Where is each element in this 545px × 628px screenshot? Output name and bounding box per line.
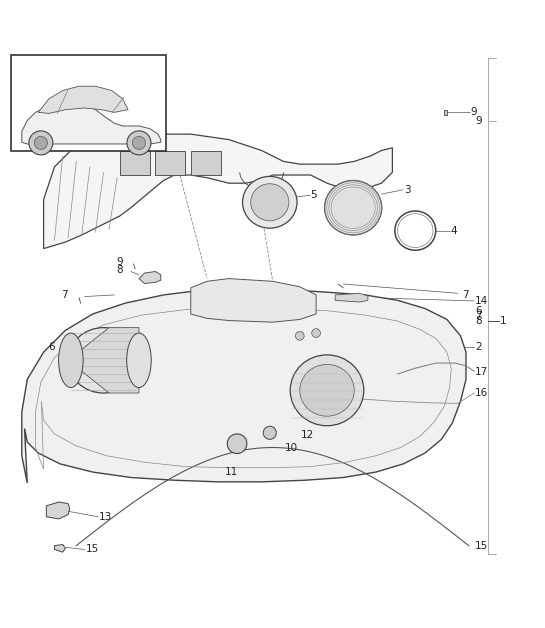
Ellipse shape <box>68 328 139 393</box>
Circle shape <box>227 434 247 453</box>
Polygon shape <box>191 279 316 322</box>
Circle shape <box>312 328 320 337</box>
Text: 11: 11 <box>225 467 238 477</box>
Text: 6: 6 <box>48 342 54 352</box>
Text: 7: 7 <box>62 290 68 300</box>
Polygon shape <box>120 151 150 175</box>
Ellipse shape <box>126 333 151 387</box>
Circle shape <box>132 136 146 149</box>
Text: 16: 16 <box>475 388 488 398</box>
Ellipse shape <box>300 364 354 416</box>
Circle shape <box>34 136 47 149</box>
Circle shape <box>263 426 276 440</box>
Text: 8: 8 <box>475 315 482 325</box>
Polygon shape <box>191 151 221 175</box>
Polygon shape <box>335 293 368 302</box>
Ellipse shape <box>59 333 83 387</box>
FancyBboxPatch shape <box>11 55 166 151</box>
Text: 3: 3 <box>404 185 411 195</box>
Circle shape <box>127 131 151 155</box>
Text: 9: 9 <box>470 107 477 117</box>
Polygon shape <box>68 328 139 393</box>
Ellipse shape <box>251 184 289 221</box>
Polygon shape <box>38 86 128 114</box>
Text: 15: 15 <box>86 544 99 555</box>
Text: 12: 12 <box>301 430 314 440</box>
Ellipse shape <box>243 176 297 228</box>
Polygon shape <box>139 271 161 283</box>
Polygon shape <box>444 110 447 114</box>
Ellipse shape <box>290 355 364 426</box>
Polygon shape <box>54 544 65 552</box>
Text: 7: 7 <box>462 290 469 300</box>
Circle shape <box>295 332 304 340</box>
Circle shape <box>29 131 53 155</box>
Text: 14: 14 <box>475 296 488 306</box>
Text: 9: 9 <box>475 116 482 126</box>
Polygon shape <box>22 102 161 144</box>
Text: 9: 9 <box>116 257 123 267</box>
Text: 6: 6 <box>475 306 482 317</box>
Text: 8: 8 <box>116 265 123 275</box>
Text: 10: 10 <box>284 443 298 453</box>
Text: 5: 5 <box>311 190 317 200</box>
Text: 15: 15 <box>475 541 488 551</box>
Text: 1: 1 <box>500 315 506 325</box>
Text: 7: 7 <box>475 311 482 321</box>
Text: 4: 4 <box>451 225 457 236</box>
Text: 13: 13 <box>99 512 112 522</box>
Polygon shape <box>22 288 466 483</box>
Text: 2: 2 <box>475 342 482 352</box>
Text: 17: 17 <box>475 367 488 377</box>
Polygon shape <box>155 151 185 175</box>
Polygon shape <box>44 134 392 249</box>
Polygon shape <box>46 502 70 519</box>
Ellipse shape <box>325 180 382 235</box>
